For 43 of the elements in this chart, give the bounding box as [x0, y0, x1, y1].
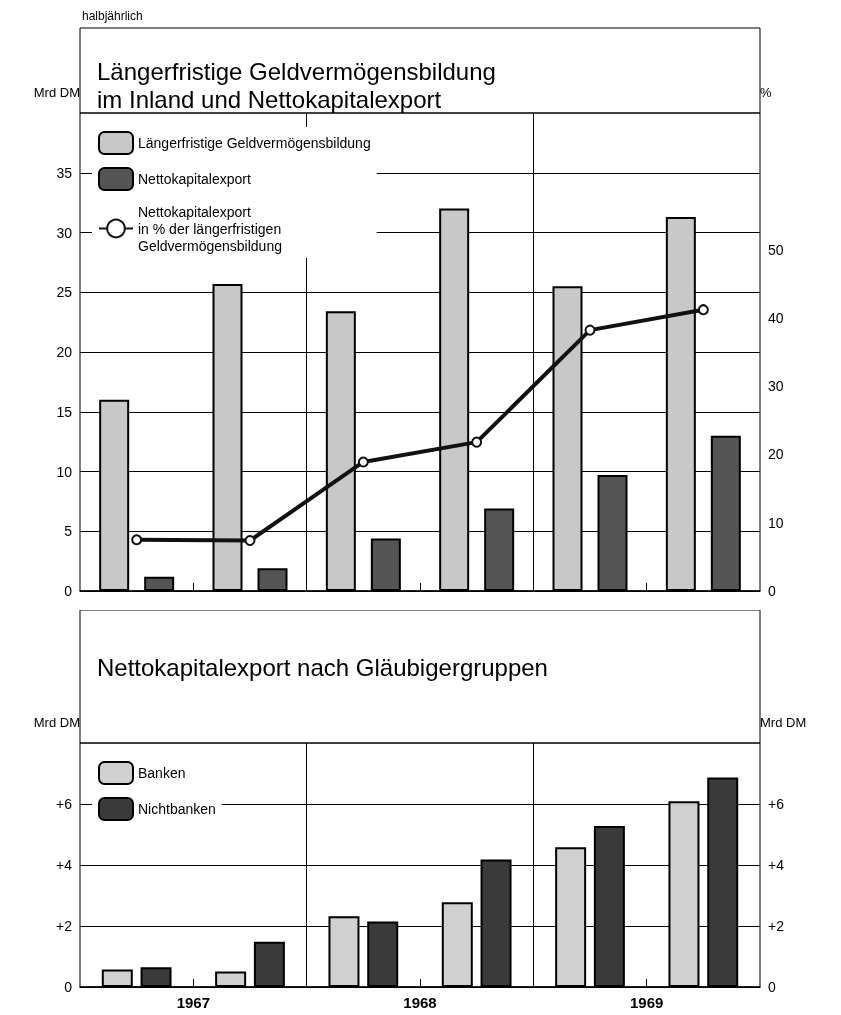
x-tick-label: 1967: [176, 994, 211, 1011]
point: [131, 534, 143, 546]
x-tick-label: 1969: [629, 994, 664, 1011]
legend-label: Nichtbanken: [138, 801, 216, 817]
y-tick-label: +2: [56, 918, 73, 934]
y-tick-label: 25: [56, 284, 73, 301]
y-tick-label: +4: [56, 857, 73, 873]
y2-tick-label: 20: [768, 446, 784, 463]
point: [244, 534, 256, 546]
x-tick-label: 1968: [403, 994, 437, 1011]
chart-title: Nettokapitalexport nach Gläubigergruppen: [97, 653, 548, 681]
y-tick-label: +6: [56, 796, 73, 812]
y-tick-label: 0: [64, 979, 73, 995]
legend-label: Nettokapitalexport in % der längerfristigen Geldvermögensbildung: [138, 203, 282, 254]
y2-tick-label: 10: [768, 514, 784, 531]
y-tick-label: 30: [56, 224, 73, 241]
y2-tick-label: 50: [768, 241, 784, 258]
y2-tick-label: 40: [768, 309, 784, 326]
point: [584, 324, 596, 336]
y-tick-label: 5: [64, 523, 73, 540]
legend-label: Banken: [138, 765, 186, 781]
y2-tick-label: +6: [768, 796, 785, 812]
y2-axis-title: %: [760, 85, 772, 100]
point: [471, 436, 483, 448]
text: halbjährlich: [82, 9, 143, 23]
y-tick-label: 20: [56, 344, 73, 360]
y-tick-label: 15: [56, 403, 73, 420]
y-tick-label: 35: [56, 164, 73, 181]
legend-label: Längerfristige Geldvermögensbildung: [138, 135, 371, 151]
y-axis-title: Mrd DM: [33, 85, 80, 100]
y2-axis-title: Mrd DM: [760, 715, 807, 730]
y-tick-label: 0: [64, 583, 73, 599]
y-axis-title: Mrd DM: [33, 715, 80, 730]
legend-label: Nettokapitalexport: [138, 171, 251, 187]
y2-tick-label: 0: [768, 583, 776, 599]
chart-title: Längerfristige Geldvermögensbildung im Inland und Nettokapitalexport: [97, 57, 496, 113]
y2-tick-label: 0: [768, 979, 776, 995]
y-tick-label: 10: [56, 463, 73, 480]
point: [697, 304, 709, 316]
y2-tick-label: 30: [768, 378, 784, 395]
y2-tick-label: +4: [768, 857, 785, 873]
y2-tick-label: +2: [768, 918, 785, 934]
point: [357, 456, 369, 468]
